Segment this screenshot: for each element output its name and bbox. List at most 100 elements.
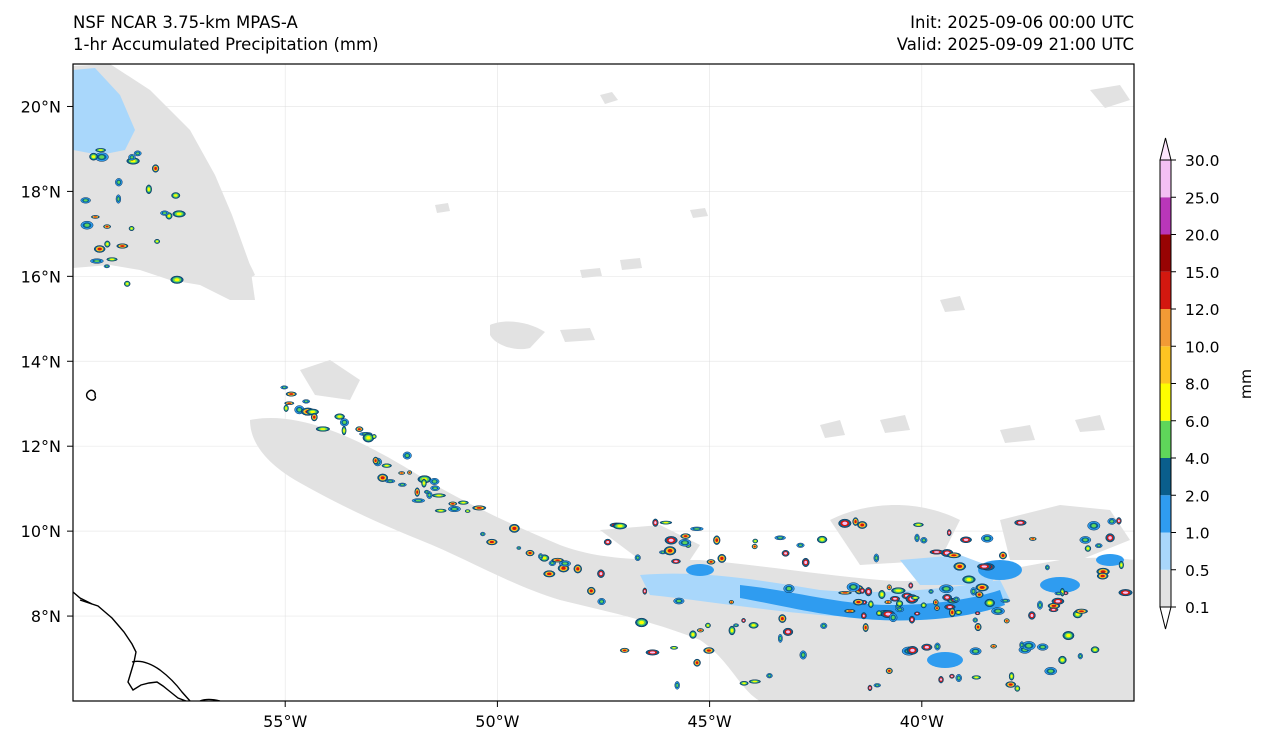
precip-cell <box>425 491 428 493</box>
precip-cell <box>342 420 347 424</box>
precip-cell <box>105 265 108 267</box>
precip-cell <box>891 615 895 620</box>
precip-cell <box>695 661 699 665</box>
precip-cell <box>126 282 129 285</box>
precip-cell <box>147 187 150 192</box>
colorbar-tick-label: 8.0 <box>1185 376 1210 394</box>
precip-cell <box>888 586 891 589</box>
precip-cell <box>167 214 171 218</box>
colorbar-segment <box>1160 532 1171 570</box>
lat-tick-label: 12°N <box>21 437 61 456</box>
precip-cell <box>174 194 178 197</box>
precip-cell <box>320 428 326 430</box>
precip-cell <box>916 523 921 526</box>
precip-cell <box>861 589 864 592</box>
precip-cell <box>699 629 702 632</box>
precip-cell <box>1117 519 1120 523</box>
init-time: Init: 2025-09-06 00:00 UTC <box>910 13 1134 32</box>
colorbar-tick-label: 12.0 <box>1185 301 1220 319</box>
precip-cell <box>847 610 852 612</box>
precip-cell <box>668 538 674 542</box>
precip-cell <box>715 538 719 542</box>
colorbar-segment <box>1160 458 1171 496</box>
precip-cell <box>1008 683 1013 686</box>
precip-cell <box>304 400 308 403</box>
precip-cell <box>976 625 980 629</box>
colorbar-tick-label: 20.0 <box>1185 227 1220 245</box>
lat-tick-label: 20°N <box>21 97 61 116</box>
lat-tick-label: 10°N <box>21 522 61 541</box>
precip-cell <box>674 560 678 563</box>
precip-cell <box>1048 669 1054 673</box>
precip-cell <box>895 589 902 592</box>
precip-cell <box>400 484 404 486</box>
precip-cell <box>754 540 757 542</box>
precip-cell <box>287 402 292 404</box>
precip-cell <box>856 600 861 604</box>
precip-cell <box>99 155 105 159</box>
precip-cell <box>950 675 953 678</box>
precip-cell <box>539 555 542 558</box>
precip-cell <box>842 521 848 526</box>
precip-cell <box>400 472 403 474</box>
precip-cell <box>1108 536 1112 540</box>
precip-cell <box>667 549 673 553</box>
precip-cell <box>936 645 939 648</box>
precip-cell <box>380 476 385 480</box>
colorbar-tick-label: 10.0 <box>1185 338 1220 356</box>
precip-cell <box>451 502 455 505</box>
precip-cell <box>987 601 992 605</box>
colorbar-tick-label: 6.0 <box>1185 413 1210 431</box>
precip-cell <box>804 560 808 565</box>
precip-cell <box>120 245 125 247</box>
precip-cell <box>850 585 856 589</box>
precip-cell <box>343 428 345 433</box>
colorbar-tick-label: 2.0 <box>1185 487 1210 505</box>
precip-cell <box>105 225 109 228</box>
precip-cell <box>672 647 676 649</box>
precip-cell <box>984 536 990 540</box>
precip-cell <box>742 682 746 685</box>
precip-cell <box>860 523 865 527</box>
precip-cell <box>97 247 102 251</box>
precip-cell <box>935 607 939 610</box>
precip-cell <box>798 544 802 547</box>
precip-cell <box>779 636 782 641</box>
colorbar-tick-label: 0.1 <box>1185 599 1210 617</box>
precip-cell <box>786 586 792 591</box>
precip-cell <box>589 589 593 593</box>
precip-cell <box>518 547 520 549</box>
precip-cell <box>880 592 884 597</box>
colorbar-tick-label: 15.0 <box>1185 264 1220 282</box>
precip-cell <box>957 611 960 614</box>
precip-cell <box>1003 600 1008 602</box>
colorbar-unit-label: mm <box>1237 369 1255 399</box>
precip-cell <box>1010 674 1013 678</box>
precip-cell <box>977 593 981 596</box>
precip-cell <box>1020 643 1023 647</box>
precip-cell <box>547 572 552 576</box>
precip-cell <box>875 556 878 560</box>
precip-cell <box>930 590 932 593</box>
colorbar-tick-label: 25.0 <box>1185 189 1220 207</box>
precip-cell <box>1051 608 1056 611</box>
precip-cell <box>117 197 120 201</box>
lon-tick-label: 55°W <box>263 712 307 731</box>
precip-cell <box>752 680 758 683</box>
precip-cell <box>910 618 914 622</box>
precip-cell <box>948 531 950 534</box>
precip-cell <box>1093 648 1097 651</box>
precip-cell <box>979 585 985 589</box>
precip-cell <box>778 536 783 539</box>
precip-cell <box>282 386 286 389</box>
precip-cell <box>877 612 881 615</box>
precip-cell <box>913 597 917 599</box>
precip-cell <box>176 212 182 216</box>
precip-cell <box>734 624 738 626</box>
precip-cell <box>934 601 937 604</box>
precip-cell <box>885 612 891 616</box>
precip-cell <box>1079 654 1082 658</box>
precip-cell <box>1055 599 1061 603</box>
